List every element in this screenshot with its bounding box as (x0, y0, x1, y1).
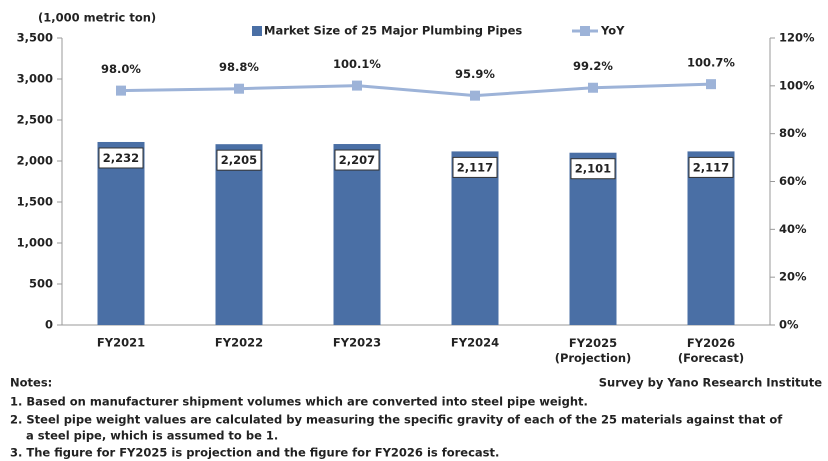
x-tick-label: FY2026 (Forecast) (678, 336, 744, 365)
x-tick-label: FY2023 (333, 336, 381, 350)
line-marker (234, 83, 244, 94)
line-value-label: 95.9% (455, 67, 495, 81)
note: 1. Based on manufacturer shipment volume… (10, 395, 588, 409)
line-marker (352, 80, 362, 91)
bar-value-label: 2,117 (457, 160, 493, 174)
bar-value-label: 2,232 (103, 151, 139, 165)
y-axis-label: (1,000 metric ton) (38, 11, 156, 25)
note: a steel pipe, which is assumed to be 1. (26, 429, 278, 443)
source: Survey by Yano Research Institute (599, 376, 822, 390)
line-value-label: 100.1% (333, 57, 381, 71)
y-tick-label: 500 (29, 277, 53, 291)
x-tick-label: FY2021 (97, 336, 145, 350)
bar-value-label: 2,207 (339, 153, 375, 167)
x-tick-label: FY2025 (Projection) (555, 336, 632, 365)
legend-swatch (252, 26, 262, 36)
y2-tick-label: 120% (779, 31, 815, 45)
line (120, 82, 712, 98)
bar-value-label: 2,117 (693, 160, 729, 174)
y-tick-label: 1,500 (17, 195, 53, 209)
legend-marker (580, 26, 590, 36)
value-label-box (98, 147, 144, 169)
y2-tick-label: 80% (779, 126, 807, 140)
value-label-box (216, 149, 262, 171)
x-tick-label: FY2022 (215, 336, 263, 350)
y-tick-label: 2,000 (17, 154, 53, 168)
value-label-box (688, 156, 734, 178)
value-label-box (452, 156, 498, 178)
y-tick-label: 3,000 (17, 72, 53, 86)
y-tick-label: 0 (45, 318, 53, 332)
line-value-label: 99.2% (573, 59, 613, 73)
bar-value-label: 2,205 (221, 153, 257, 167)
note: 3. The figure for FY2025 is projection a… (10, 446, 499, 460)
y2-tick-label: 20% (779, 270, 807, 284)
line-marker (588, 82, 598, 93)
y-tick-label: 1,000 (17, 236, 53, 250)
bar (569, 152, 617, 325)
line-value-label: 100.7% (687, 56, 735, 70)
y2-tick-label: 100% (779, 78, 815, 92)
bar (215, 144, 263, 325)
line-value-label: 98.8% (219, 60, 259, 74)
y2-tick-label: 40% (779, 222, 807, 236)
value-label-box (570, 158, 616, 180)
value-label-box (334, 149, 380, 171)
y-tick-label: 2,500 (17, 113, 53, 127)
bar (451, 151, 499, 325)
line-marker (470, 90, 480, 101)
bar (333, 144, 381, 325)
notes-title: Notes: (10, 376, 52, 390)
line-value-label: 98.0% (101, 62, 141, 76)
bar (97, 141, 145, 325)
legend-label: Market Size of 25 Major Plumbing Pipes (264, 24, 522, 38)
legend-label: YoY (600, 24, 625, 38)
line-marker (706, 79, 716, 90)
y-tick-label: 3,500 (17, 31, 53, 45)
note: 2. Steel pipe weight values are calculat… (10, 413, 783, 427)
line-marker (116, 85, 126, 96)
y2-tick-label: 60% (779, 174, 807, 188)
bar-value-label: 2,101 (575, 162, 611, 176)
y2-tick-label: 0% (779, 318, 799, 332)
x-tick-label: FY2024 (451, 336, 499, 350)
bar (687, 151, 735, 325)
